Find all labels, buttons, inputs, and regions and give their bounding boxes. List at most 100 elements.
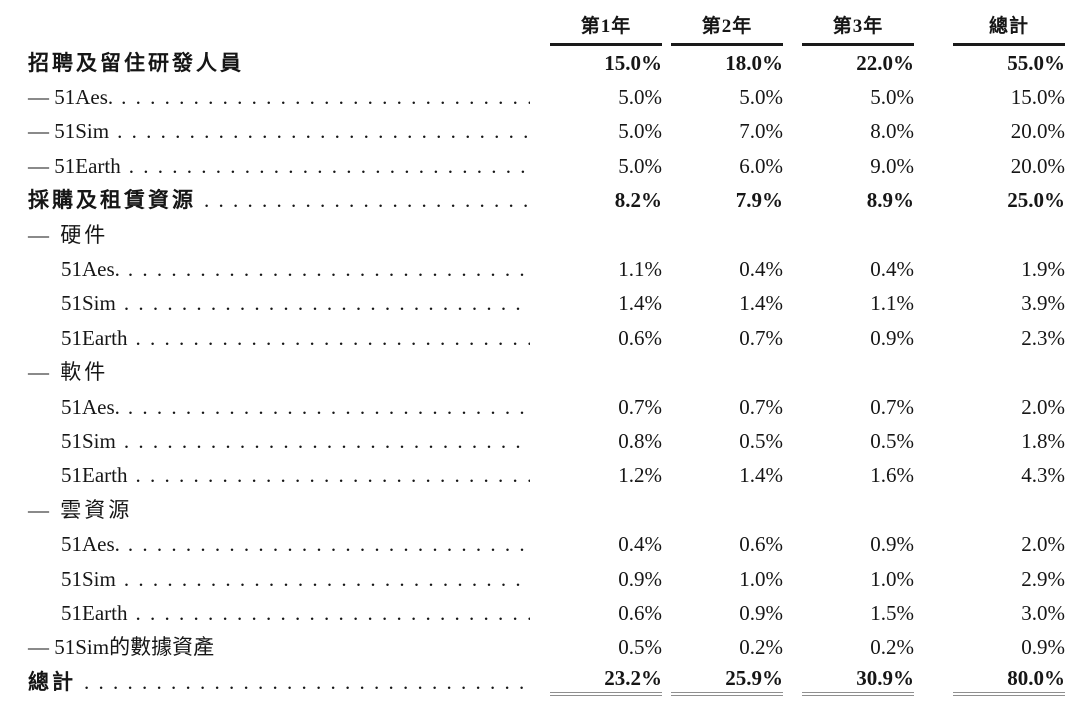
value-cell: 1.2% [536, 459, 662, 493]
percentage-value [953, 362, 1065, 383]
percentage-value: 2.0% [1021, 532, 1065, 557]
table-row: — 51Sim . . . . . . . . . . . . . . . . .… [28, 115, 1065, 149]
percentage-value: 1.5% [870, 600, 914, 625]
percentage-value: 5.0% [739, 85, 783, 110]
percentage-value: 5.0% [618, 153, 662, 178]
value-cell: 1.5% [783, 596, 914, 630]
percentage-value: 7.0% [739, 119, 783, 144]
value-cell: 1.1% [783, 287, 914, 321]
value-cell [783, 493, 914, 527]
value-cell: 0.5% [783, 424, 914, 458]
value-cell: 8.9% [783, 184, 914, 218]
value-cell: 22.0% [783, 46, 914, 80]
percentage-value: 23.2% [550, 668, 662, 697]
percentage-value: 3.9% [1021, 291, 1065, 316]
value-cell: 1.0% [783, 562, 914, 596]
value-cell: 0.2% [783, 631, 914, 665]
column-header-label: 第1年 [550, 11, 662, 46]
row-label-cell: — 51Sim . . . . . . . . . . . . . . . . .… [28, 115, 536, 149]
row-label-cell: 51Sim . . . . . . . . . . . . . . . . . .… [28, 562, 536, 596]
value-cell: 0.9% [914, 631, 1065, 665]
row-label-cell: — 硬件 [28, 218, 536, 252]
percentage-value: 25.0% [1007, 188, 1065, 213]
percentage-value: 1.1% [870, 291, 914, 316]
column-header-label: 第2年 [671, 11, 783, 46]
percentage-value: 0.9% [618, 566, 662, 591]
row-label: 51Aes. [61, 394, 120, 419]
row-label-cell: 招聘及留住研發人員 [28, 46, 536, 80]
value-cell [536, 493, 662, 527]
percentage-value: 9.0% [870, 153, 914, 178]
percentage-value: 15.0% [1010, 85, 1065, 110]
row-label: — 51Sim的數據資產 [28, 635, 215, 660]
percentage-value: 0.7% [618, 394, 662, 419]
value-cell: 55.0% [914, 46, 1065, 80]
value-cell [783, 356, 914, 390]
percentage-value: 0.2% [870, 635, 914, 660]
value-cell: 2.9% [914, 562, 1065, 596]
row-label-cell: 51Aes. . . . . . . . . . . . . . . . . . … [28, 390, 536, 424]
value-cell: 30.9% [783, 665, 914, 699]
value-cell: 0.9% [536, 562, 662, 596]
row-label: — 硬件 [28, 222, 109, 247]
percentage-value [550, 362, 662, 383]
value-cell: 0.8% [536, 424, 662, 458]
row-label: 51Earth [61, 463, 128, 488]
value-cell: 0.4% [662, 252, 783, 286]
percentage-value: 0.9% [870, 325, 914, 350]
value-cell: 1.6% [783, 459, 914, 493]
percentage-value: 0.6% [618, 600, 662, 625]
row-label-cell: 51Aes. . . . . . . . . . . . . . . . . . … [28, 527, 536, 561]
row-label-cell: 51Sim . . . . . . . . . . . . . . . . . .… [28, 424, 536, 458]
row-label: 51Aes. [61, 532, 120, 557]
percentage-value [802, 225, 914, 246]
percentage-value: 1.1% [618, 257, 662, 282]
row-label-cell: 51Sim . . . . . . . . . . . . . . . . . .… [28, 287, 536, 321]
percentage-value [953, 225, 1065, 246]
percentage-value: 2.9% [1021, 566, 1065, 591]
value-cell: 7.9% [662, 184, 783, 218]
value-cell: 25.0% [914, 184, 1065, 218]
percentage-value: 0.5% [870, 428, 914, 453]
dot-leader: . . . . . . . . . . . . . . . . . . . . … [121, 87, 530, 109]
row-label-cell: 總計 . . . . . . . . . . . . . . . . . . . … [28, 665, 536, 699]
table-row: — 51Sim的數據資產 0.5% 0.2% 0.2% 0.9% [28, 631, 1065, 665]
percentage-value: 0.7% [739, 325, 783, 350]
percentage-value: 6.0% [739, 153, 783, 178]
value-cell: 0.9% [662, 596, 783, 630]
value-cell: 2.0% [914, 527, 1065, 561]
value-cell: 0.7% [662, 390, 783, 424]
value-cell [662, 218, 783, 252]
row-label: 招聘及留住研發人員 [28, 50, 244, 75]
value-cell: 1.4% [662, 287, 783, 321]
value-cell: 5.0% [536, 115, 662, 149]
value-cell: 1.8% [914, 424, 1065, 458]
percentage-value: 80.0% [953, 668, 1065, 697]
value-cell: 2.0% [914, 390, 1065, 424]
table-row: 總計 . . . . . . . . . . . . . . . . . . . … [28, 665, 1065, 699]
value-cell [914, 493, 1065, 527]
row-label-cell: — 軟件 [28, 356, 536, 390]
row-label-cell: — 雲資源 [28, 493, 536, 527]
percentage-value: 55.0% [1007, 50, 1065, 75]
value-cell: 1.1% [536, 252, 662, 286]
row-label: — 雲資源 [28, 497, 133, 522]
row-label-cell: 51Aes. . . . . . . . . . . . . . . . . . … [28, 252, 536, 286]
table-row: 51Earth . . . . . . . . . . . . . . . . .… [28, 596, 1065, 630]
value-cell [662, 356, 783, 390]
percentage-value: 1.4% [739, 463, 783, 488]
value-cell: 0.2% [662, 631, 783, 665]
value-cell: 15.0% [914, 80, 1065, 114]
value-cell: 0.7% [536, 390, 662, 424]
value-cell: 9.0% [783, 149, 914, 183]
percentage-value: 0.4% [618, 532, 662, 557]
value-cell: 5.0% [662, 80, 783, 114]
percentage-value [953, 500, 1065, 521]
table-row: 51Sim . . . . . . . . . . . . . . . . . .… [28, 287, 1065, 321]
percentage-value: 0.4% [739, 257, 783, 282]
percentage-value: 8.2% [614, 188, 662, 213]
value-cell: 25.9% [662, 665, 783, 699]
row-label: 51Sim [61, 291, 116, 316]
value-cell [536, 356, 662, 390]
percentage-value: 25.9% [671, 668, 783, 697]
